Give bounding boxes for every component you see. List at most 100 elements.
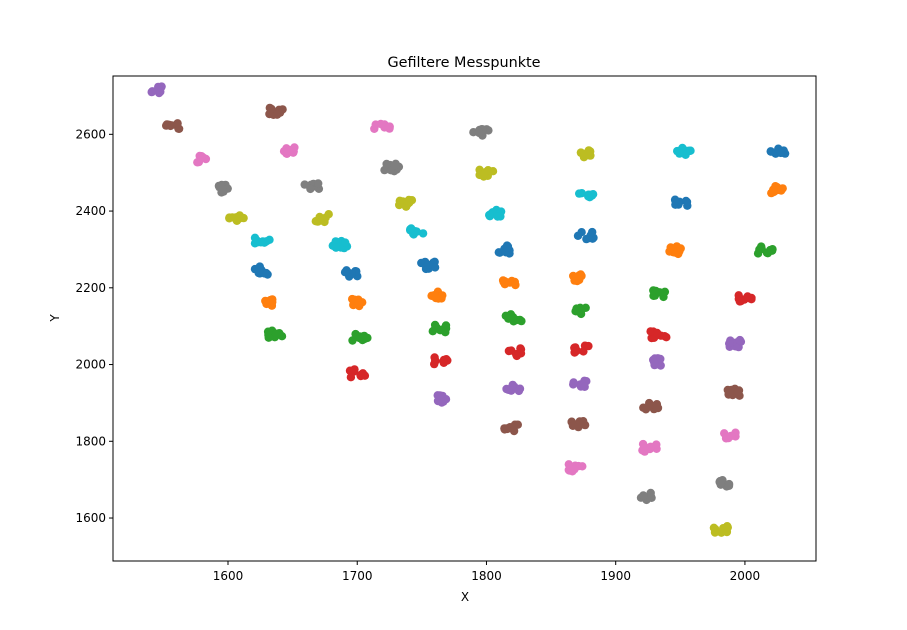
point-cluster (665, 242, 685, 259)
data-point (734, 387, 743, 396)
point-cluster (261, 295, 277, 310)
data-point (513, 420, 522, 429)
point-cluster (225, 211, 248, 225)
y-tick-label: 2600 (75, 127, 106, 141)
data-point (430, 320, 440, 330)
data-point (485, 210, 494, 220)
data-point (580, 382, 589, 391)
y-axis-label: Y (48, 314, 62, 323)
point-cluster (300, 179, 324, 194)
data-point (716, 478, 725, 488)
data-point (753, 249, 763, 258)
data-point (776, 148, 785, 158)
point-cluster (147, 82, 166, 98)
point-cluster (766, 144, 790, 158)
data-point (225, 214, 234, 223)
data-point (569, 378, 578, 387)
data-point (509, 426, 519, 436)
point-cluster (753, 242, 777, 258)
point-cluster (639, 398, 663, 414)
data-point (423, 260, 433, 269)
y-tick-label: 1800 (75, 434, 106, 448)
data-point (263, 327, 273, 336)
point-cluster (162, 119, 184, 133)
data-point (575, 306, 585, 316)
data-point (511, 280, 520, 290)
data-point (390, 161, 399, 170)
data-point (743, 292, 752, 301)
data-point (350, 365, 359, 374)
x-tick-label: 1700 (342, 569, 373, 583)
point-cluster (428, 320, 451, 337)
data-point (306, 184, 315, 194)
point-cluster (395, 195, 417, 211)
data-point (512, 351, 521, 361)
data-point (154, 82, 163, 92)
data-point (166, 121, 175, 131)
point-cluster (485, 205, 506, 221)
point-cluster (638, 439, 661, 456)
data-point (382, 159, 391, 169)
point-cluster (646, 327, 671, 343)
point-cluster (576, 146, 595, 162)
point-cluster (430, 353, 452, 369)
point-cluster (573, 227, 598, 244)
data-point (656, 354, 665, 364)
data-point (640, 444, 649, 453)
point-cluster (345, 365, 370, 382)
point-cluster (715, 476, 734, 491)
data-point (435, 391, 445, 400)
data-point (584, 341, 593, 351)
point-cluster (279, 143, 299, 158)
point-cluster (501, 310, 526, 326)
point-cluster (570, 341, 593, 357)
data-point (736, 297, 745, 306)
data-point (504, 385, 513, 394)
point-cluster (720, 428, 740, 443)
data-point (197, 153, 206, 162)
data-point (508, 313, 518, 322)
point-cluster (265, 103, 287, 120)
data-point (757, 242, 766, 251)
point-cluster (723, 384, 744, 400)
data-point (418, 229, 428, 238)
x-axis-ticks: 1600 1700 1800 1900 2000 (213, 561, 760, 583)
data-point (686, 146, 695, 155)
point-cluster (340, 266, 362, 281)
data-point (250, 233, 260, 242)
data-point (579, 153, 589, 162)
data-point (578, 462, 587, 471)
data-point (441, 321, 451, 330)
data-point (588, 227, 597, 237)
data-point (777, 186, 786, 195)
data-point (261, 296, 270, 306)
point-cluster (670, 195, 692, 210)
data-point (356, 332, 365, 341)
data-point (340, 268, 350, 277)
data-point (709, 523, 719, 532)
data-point (500, 277, 509, 286)
data-points (147, 82, 790, 537)
data-point (726, 431, 736, 441)
point-cluster (469, 125, 493, 140)
data-point (653, 403, 663, 413)
data-point (148, 87, 157, 96)
data-point (376, 119, 386, 129)
data-point (504, 346, 514, 356)
point-cluster (725, 335, 746, 352)
data-point (483, 166, 493, 175)
y-tick-label: 2400 (75, 204, 106, 218)
point-cluster (433, 391, 451, 407)
data-point (662, 333, 671, 342)
data-point (660, 287, 670, 296)
data-point (735, 335, 745, 345)
data-point (646, 327, 655, 336)
data-point (430, 263, 440, 272)
data-point (347, 269, 356, 278)
data-point (272, 329, 281, 338)
plot-frame (112, 75, 817, 562)
data-point (278, 105, 287, 114)
point-cluster (571, 303, 590, 319)
data-point (723, 523, 732, 532)
